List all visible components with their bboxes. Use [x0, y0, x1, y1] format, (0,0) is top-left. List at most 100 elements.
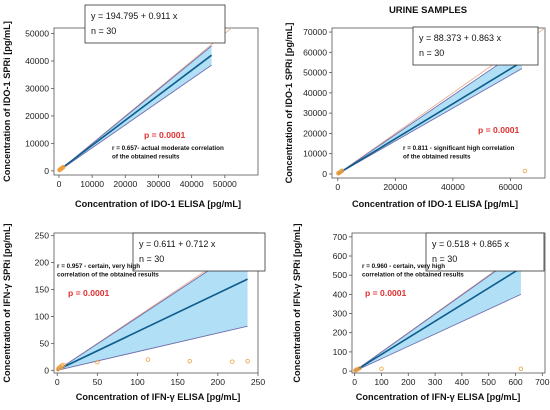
chart-panel-2: URINE SAMPLES 0 20000 40000 60000 0 10000 20000… — [284, 5, 546, 209]
x-tick-label: 600 — [508, 377, 523, 387]
x-tick-label: 500 — [482, 377, 497, 387]
y-tick-label: 0 — [44, 365, 49, 375]
y-tick-label: 50000 — [303, 68, 327, 78]
x-tick-label: 30000 — [147, 179, 171, 189]
x-axis-title: Concentration of IDO-1 ELISA [pg/mL] — [75, 199, 241, 209]
equation-box-frame — [84, 4, 226, 44]
band-lower-edge — [354, 293, 522, 372]
y-tick-label: 0 — [322, 169, 327, 179]
band-lower-edge — [58, 64, 212, 172]
regression-line — [58, 54, 213, 171]
y-tick-label: 250 — [35, 231, 50, 241]
p-value: p = 0.0001 — [68, 288, 110, 298]
regression-line — [337, 61, 523, 175]
correlation-note: r = 0.957 - certain, very high — [57, 263, 140, 270]
y-tick-label: 200 — [35, 258, 50, 268]
y-tick-label: 150 — [35, 285, 50, 295]
band-upper-edge — [354, 252, 522, 372]
data-point — [187, 358, 192, 364]
correlation-note: r = 0.960 - certain, very high — [362, 263, 445, 270]
chart-panel-3: 0 50 100 150 200 250 0 50 100 150 200 250 Concentrat… — [2, 223, 266, 402]
sample-size: n = 30 — [139, 254, 164, 264]
data-point — [145, 357, 151, 362]
y-axis-title: Concentration of IFN-γ SPRi [pg/mL] — [292, 223, 302, 382]
y-tick-label: 30000 — [303, 108, 327, 118]
x-tick-label: 60000 — [499, 182, 523, 192]
sample-size: n = 30 — [91, 26, 116, 36]
x-tick-label: 400 — [455, 377, 470, 387]
data-point — [230, 359, 235, 364]
x-tick-label: 40000 — [180, 179, 204, 189]
data-point — [60, 165, 65, 170]
x-tick-label: 40000 — [441, 182, 465, 192]
x-tick-label: 0 — [57, 179, 62, 189]
data-point — [95, 360, 100, 365]
band-lower-edge — [337, 68, 523, 175]
correlation-note: correlation of the obtained results — [362, 272, 464, 279]
equation-box: y = 0.611 + 0.712 x n = 30 — [132, 232, 266, 272]
x-tick-label: 0 — [55, 377, 60, 387]
y-tick-label: 100 — [333, 347, 348, 357]
x-tick-label: 200 — [401, 377, 416, 387]
y-tick-label: 0 — [342, 366, 347, 376]
x-tick-label: 300 — [428, 377, 443, 387]
band-upper-edge — [58, 45, 212, 172]
x-tick-label: 10000 — [80, 179, 104, 189]
data-point — [339, 168, 345, 173]
chart-panel-1: PLASMA SAMPLES01000020000300004000050000… — [2, 4, 259, 209]
x-axis-title: Concentration of IDO-1 ELISA [pg/mL] — [352, 199, 518, 209]
x-tick-label: 0 — [352, 377, 357, 387]
y-tick-label: 60000 — [303, 47, 327, 57]
equation-box: y = 88.373 + 0.863 x n = 30 — [412, 26, 539, 66]
regression-equation: y = 0.518 + 0.865 x — [432, 239, 510, 249]
regression-equation: y = 88.373 + 0.863 x — [419, 33, 502, 43]
data-point — [339, 169, 344, 174]
equation-box-frame — [412, 26, 539, 66]
x-axis-title: Concentration of IFN-γ ELISA [pg/mL] — [76, 392, 241, 402]
regression-equation: y = 194.795 + 0.911 x — [91, 11, 178, 21]
y-tick-label: 50000 — [25, 28, 49, 38]
data-point — [61, 164, 66, 170]
y-tick-label: 50 — [39, 338, 49, 348]
data-point — [518, 366, 524, 371]
band-lower-edge — [57, 325, 248, 371]
sample-size: n = 30 — [419, 48, 444, 58]
p-value: p = 0.0001 — [365, 288, 407, 298]
x-axis-title: Concentration of IFN-γ ELISA [pg/mL] — [356, 392, 521, 402]
x-tick-label: 200 — [211, 377, 226, 387]
correlation-note: of the obtained results — [403, 154, 471, 161]
correlation-note: of the obtained results — [112, 154, 180, 161]
y-tick-label: 300 — [333, 309, 348, 319]
equation-box-frame — [132, 232, 266, 272]
equation-box: y = 194.795 + 0.911 x n = 30 — [84, 4, 226, 44]
y-tick-label: 0 — [44, 166, 49, 176]
x-tick-label: 0 — [335, 182, 340, 192]
y-tick-label: 20000 — [25, 111, 49, 121]
data-point — [61, 362, 66, 368]
y-tick-label: 100 — [35, 311, 50, 321]
y-tick-label: 10000 — [303, 149, 327, 159]
data-point — [245, 358, 250, 364]
y-tick-label: 10000 — [25, 138, 49, 148]
y-tick-label: 30000 — [25, 83, 49, 93]
p-value: p = 0.0001 — [144, 130, 186, 140]
equation-box: y = 0.518 + 0.865 x n = 30 — [425, 232, 545, 272]
regression-line — [56, 278, 248, 371]
correlation-note: r = 0.657- actual moderate correlation — [112, 145, 224, 152]
correlation-note: r = 0.811 - significant high correlation — [403, 145, 515, 152]
y-axis-title: Concentration of IDO-1 SPRi [pg/mL] — [2, 21, 12, 182]
data-point — [379, 366, 384, 371]
data-point — [522, 168, 528, 174]
y-tick-label: 400 — [333, 289, 348, 299]
x-tick-label: 100 — [374, 377, 389, 387]
band-upper-edge — [337, 47, 523, 175]
regression-equation: y = 0.611 + 0.712 x — [139, 239, 216, 249]
equation-box-frame — [425, 232, 545, 272]
y-tick-label: 700 — [333, 232, 348, 242]
y-axis-title: Concentration of IDO-1 SPRi [pg/mL] — [284, 23, 294, 184]
x-tick-label: 250 — [251, 377, 266, 387]
x-tick-label: 50 — [93, 377, 103, 387]
x-tick-label: 150 — [171, 377, 186, 387]
y-tick-label: 600 — [333, 251, 348, 261]
chart-panel-4: 0 100 200 300 400 500 600 700 0 100 200 300 400 500 60… — [292, 223, 550, 402]
